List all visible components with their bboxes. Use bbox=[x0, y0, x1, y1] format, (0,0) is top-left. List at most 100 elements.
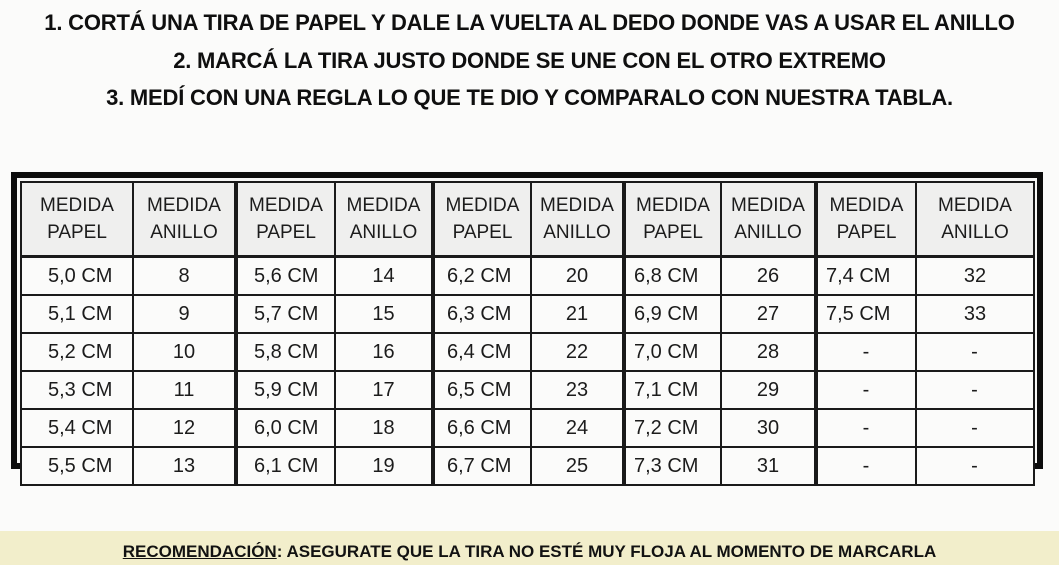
table-cell: 5,1 CM bbox=[20, 294, 134, 334]
table-cell: - bbox=[814, 370, 917, 410]
column-header-top-line: MEDIDA bbox=[540, 195, 614, 216]
table-cell: 15 bbox=[334, 294, 434, 334]
table-cell: 7,3 CM bbox=[622, 446, 722, 486]
table-cell: 7,4 CM bbox=[814, 255, 917, 296]
column-header-anillo-9: MEDIDA ANILLO bbox=[915, 181, 1035, 258]
instruction-step-2: 2. MARCÁ LA TIRA JUSTO DONDE SE UNE CON … bbox=[173, 47, 886, 73]
table-header: MEDIDA PAPEL MEDIDA ANILLO MEDIDA PAPEL MEDIDA… bbox=[20, 181, 1035, 258]
table-cell: 6,2 CM bbox=[431, 255, 532, 296]
table-cell: 6,5 CM bbox=[431, 370, 532, 410]
column-header-anillo-1: MEDIDA ANILLO bbox=[132, 181, 237, 258]
table-cell: 7,1 CM bbox=[622, 370, 722, 410]
ring-size-table: MEDIDA PAPEL MEDIDA ANILLO MEDIDA PAPEL MEDIDA… bbox=[20, 181, 1035, 486]
table-cell: - bbox=[814, 408, 917, 448]
table-cell: 27 bbox=[720, 294, 817, 334]
recommendation-text: : ASEGURATE QUE LA TIRA NO ESTÉ MUY FLOJ… bbox=[276, 542, 937, 561]
column-header-papel-0: MEDIDA PAPEL bbox=[20, 181, 134, 258]
table-cell: 5,3 CM bbox=[20, 370, 134, 410]
table-cell: 7,2 CM bbox=[622, 408, 722, 448]
column-header-bottom-line: ANILLO bbox=[543, 222, 611, 243]
table-cell: 6,8 CM bbox=[622, 255, 722, 296]
column-header-papel-8: MEDIDA PAPEL bbox=[814, 181, 917, 258]
table-cell: 7,5 CM bbox=[814, 294, 917, 334]
table-cell: - bbox=[814, 446, 917, 486]
table-cell: 10 bbox=[132, 332, 237, 372]
table-cell: 5,9 CM bbox=[234, 370, 336, 410]
column-header-bottom-line: PAPEL bbox=[452, 222, 513, 243]
table-header-row: MEDIDA PAPEL MEDIDA ANILLO MEDIDA PAPEL MEDIDA… bbox=[20, 181, 1035, 258]
table-cell: 19 bbox=[334, 446, 434, 486]
table-cell: 6,9 CM bbox=[622, 294, 722, 334]
column-header-anillo-3: MEDIDA ANILLO bbox=[334, 181, 434, 258]
column-header-top-line: MEDIDA bbox=[445, 195, 520, 216]
column-header-top-line: MEDIDA bbox=[249, 195, 323, 216]
table-cell: - bbox=[915, 370, 1035, 410]
table-body: 5,0 CM 8 5,6 CM 14 6,2 CM 20 6,8 CM 26 7,4 CM 32 5… bbox=[20, 255, 1035, 486]
table-cell: 5,4 CM bbox=[20, 408, 134, 448]
table-cell: 17 bbox=[334, 370, 434, 410]
table-cell: 20 bbox=[530, 255, 625, 296]
table-cell: 22 bbox=[530, 332, 625, 372]
table-cell: - bbox=[915, 408, 1035, 448]
recommendation-label: RECOMENDACIÓN bbox=[122, 542, 277, 561]
column-header-top-line: MEDIDA bbox=[731, 195, 805, 216]
table-row: 5,2 CM 10 5,8 CM 16 6,4 CM 22 7,0 CM 28- - bbox=[20, 332, 1035, 372]
column-header-top-line: MEDIDA bbox=[938, 195, 1012, 216]
column-header-bottom-line: ANILLO bbox=[150, 222, 218, 243]
column-header-papel-4: MEDIDA PAPEL bbox=[431, 181, 532, 258]
table-cell: - bbox=[814, 332, 917, 372]
table-cell: 5,2 CM bbox=[20, 332, 134, 372]
column-header-anillo-5: MEDIDA ANILLO bbox=[530, 181, 625, 258]
table-cell: 6,4 CM bbox=[431, 332, 532, 372]
column-header-anillo-7: MEDIDA ANILLO bbox=[720, 181, 817, 258]
table-cell: - bbox=[915, 332, 1035, 372]
table-cell: 14 bbox=[334, 255, 434, 296]
column-header-bottom-line: ANILLO bbox=[941, 222, 1009, 243]
table-cell: 31 bbox=[720, 446, 817, 486]
table-cell: 8 bbox=[132, 255, 237, 296]
table-cell: 21 bbox=[530, 294, 625, 334]
table-cell: 29 bbox=[720, 370, 817, 410]
column-header-bottom-line: ANILLO bbox=[734, 222, 802, 243]
table-cell: 32 bbox=[915, 255, 1035, 296]
table-cell: 6,1 CM bbox=[234, 446, 336, 486]
table-cell: 6,6 CM bbox=[431, 408, 532, 448]
table-cell: 13 bbox=[132, 446, 237, 486]
ring-size-table-frame: MEDIDA PAPEL MEDIDA ANILLO MEDIDA PAPEL MEDIDA… bbox=[11, 172, 1043, 486]
table-cell: - bbox=[915, 446, 1035, 486]
table-cell: 5,0 CM bbox=[20, 255, 134, 296]
table-cell: 26 bbox=[720, 255, 817, 296]
column-header-bottom-line: PAPEL bbox=[47, 222, 107, 243]
column-header-bottom-line: PAPEL bbox=[836, 222, 897, 243]
table-cell: 6,3 CM bbox=[431, 294, 532, 334]
instruction-step-3: 3. MEDÍ CON UNA REGLA LO QUE TE DIO Y CO… bbox=[106, 85, 953, 110]
column-header-bottom-line: PAPEL bbox=[256, 222, 316, 243]
table-cell: 25 bbox=[530, 446, 625, 486]
table-cell: 6,0 CM bbox=[234, 408, 336, 448]
table-cell: 12 bbox=[132, 408, 237, 448]
instructions: 1. CORTÁ UNA TIRA DE PAPEL Y DALE LA VUE… bbox=[0, 4, 1059, 117]
table-cell: 18 bbox=[334, 408, 434, 448]
column-header-bottom-line: ANILLO bbox=[349, 222, 418, 243]
table-cell: 7,0 CM bbox=[622, 332, 722, 372]
table-cell: 5,7 CM bbox=[234, 294, 336, 334]
column-header-top-line: MEDIDA bbox=[346, 195, 421, 216]
table-cell: 9 bbox=[132, 294, 237, 334]
column-header-top-line: MEDIDA bbox=[147, 195, 221, 216]
table-cell: 16 bbox=[334, 332, 434, 372]
column-header-top-line: MEDIDA bbox=[829, 195, 904, 216]
table-cell: 5,5 CM bbox=[20, 446, 134, 486]
table-cell: 11 bbox=[132, 370, 237, 410]
table-cell: 5,8 CM bbox=[234, 332, 336, 372]
table-row: 5,0 CM 8 5,6 CM 14 6,2 CM 20 6,8 CM 26 7,4 CM 32 bbox=[20, 255, 1035, 296]
column-header-bottom-line: PAPEL bbox=[643, 222, 703, 243]
table-cell: 30 bbox=[720, 408, 817, 448]
table-row: 5,5 CM 13 6,1 CM 19 6,7 CM 25 7,3 CM 31- - bbox=[20, 446, 1035, 486]
instruction-step-1: 1. CORTÁ UNA TIRA DE PAPEL Y DALE LA VUE… bbox=[44, 10, 1015, 35]
table-cell: 28 bbox=[720, 332, 817, 372]
table-cell: 24 bbox=[530, 408, 625, 448]
column-header-papel-6: MEDIDA PAPEL bbox=[622, 181, 722, 258]
table-cell: 23 bbox=[530, 370, 625, 410]
recommendation-banner: RECOMENDACIÓN: ASEGURATE QUE LA TIRA NO … bbox=[0, 531, 1059, 565]
